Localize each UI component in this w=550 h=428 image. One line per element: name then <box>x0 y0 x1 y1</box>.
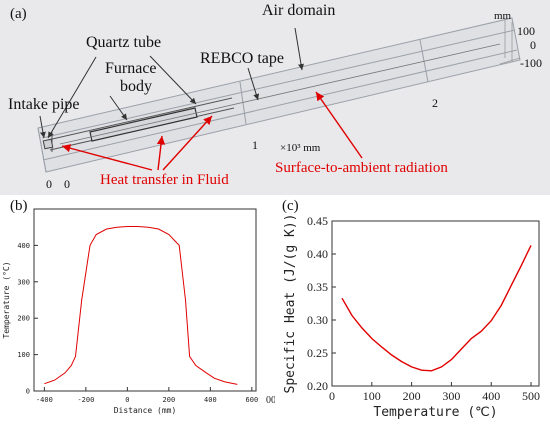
tick-right-neg100: -100 <box>520 56 542 70</box>
tick-right-100: 100 <box>517 24 535 38</box>
y-tick-label: 0.25 <box>307 346 328 360</box>
scale-label: ×10³ mm <box>280 142 321 154</box>
y-tick-label: 100 <box>17 351 30 359</box>
tick-x-2: 2 <box>432 96 438 110</box>
intake-pipe-label: Intake pipe <box>8 96 80 113</box>
x-tick-label: 200 <box>403 389 421 403</box>
furnace-label-line2: body <box>120 78 152 95</box>
plot-frame <box>33 208 257 392</box>
red-arrows <box>61 91 363 171</box>
x-tick-label: 100 <box>363 389 381 403</box>
tick-x-0b: 0 <box>64 177 70 191</box>
series-line <box>44 226 238 385</box>
y-tick-label: 300 <box>17 278 30 286</box>
quartz-tube-label: Quartz tube <box>86 34 162 51</box>
rebco-tape-shape <box>59 43 501 145</box>
y-tick-label: 0.45 <box>307 214 328 228</box>
chart-c: 0 100 200 300 400 500 0.20 0.25 0.30 0.35 0.40 0.45… <box>283 213 540 420</box>
y-tick-label: 0 <box>26 387 30 395</box>
rebco-tape-label: REBCO tape <box>200 50 284 67</box>
panel-a-geometry: (a) Quartz tube Air domain Furnace body … <box>0 0 550 195</box>
heat-transfer-label: Heat transfer in Fluid <box>100 172 229 188</box>
tick-x-0a: 0 <box>46 177 52 191</box>
x-tick-label: -400 <box>36 396 53 404</box>
tick-right-0: 0 <box>530 38 536 52</box>
y-tick-label: 0.30 <box>307 313 328 327</box>
y-axis-label: Specific Heat (J/(g K)) <box>283 213 298 393</box>
axis-triad <box>499 18 521 65</box>
x-tick-label: 400 <box>204 396 217 404</box>
y-tick-label: 0.20 <box>307 379 328 393</box>
x-tick-label: 300 <box>442 389 460 403</box>
y-tick-label: 0.40 <box>307 247 328 261</box>
series-line <box>341 245 532 372</box>
black-arrows <box>39 27 304 139</box>
x-tick-label: 500 <box>522 389 540 403</box>
chart-b: -400 -200 0 200 400 600 0 100 200 300 400 Distance … <box>2 208 275 415</box>
air-domain-box <box>37 17 521 173</box>
x-tick-label: 400 <box>482 389 500 403</box>
x-tick-label: 0 <box>329 389 335 403</box>
panel-b-label: (b) <box>10 198 28 214</box>
x-tick-label: -200 <box>77 396 94 404</box>
y-axis-label: Temperature (°C) <box>2 261 11 338</box>
x-axis-label: Temperature (℃) <box>373 405 497 420</box>
panel-c-label: (c) <box>282 198 299 214</box>
panel-a-label: (a) <box>10 6 27 22</box>
surface-radiation-label: Surface-to-ambient radiation <box>275 160 448 176</box>
x-tick-label: 0 <box>125 396 129 404</box>
y-tick-label: 0.35 <box>307 280 328 294</box>
geometry-drawing <box>37 17 521 173</box>
air-domain-label: Air domain <box>262 2 336 19</box>
clipped-tick-fragment: 00 <box>266 395 275 406</box>
furnace-body-shape <box>89 107 198 142</box>
furnace-label-line1: Furnace <box>105 60 157 77</box>
x-tick-label: 200 <box>163 396 176 404</box>
intake-pipe-shape <box>42 138 54 150</box>
plot-frame <box>331 220 540 387</box>
y-tick-label: 200 <box>17 315 30 323</box>
y-tick-label: 400 <box>17 242 30 250</box>
unit-mm-label: mm <box>494 10 512 22</box>
x-tick-label: 600 <box>246 396 259 404</box>
tick-x-1: 1 <box>252 138 258 152</box>
x-axis-label: Distance (mm) <box>114 406 177 415</box>
